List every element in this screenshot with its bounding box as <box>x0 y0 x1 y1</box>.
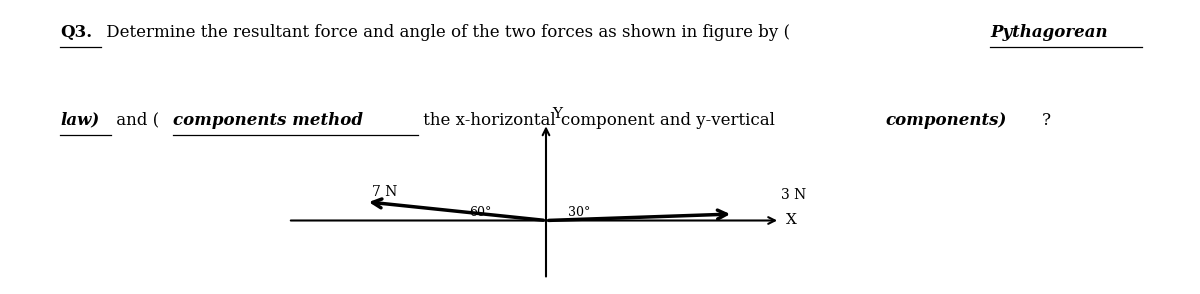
Text: X: X <box>786 213 797 228</box>
Text: 60°: 60° <box>469 206 491 219</box>
Text: Y: Y <box>552 106 562 121</box>
Text: components method: components method <box>173 112 362 129</box>
Text: and (: and ( <box>110 112 158 129</box>
Text: 7 N: 7 N <box>372 185 397 199</box>
Text: 30°: 30° <box>568 206 590 219</box>
Text: ?: ? <box>1042 112 1051 129</box>
Text: law): law) <box>60 112 100 129</box>
Text: the x-horizontal component and y-vertical: the x-horizontal component and y-vertica… <box>418 112 780 129</box>
Text: 3 N: 3 N <box>781 188 806 202</box>
Text: Determine the resultant force and angle of the two forces as shown in figure by : Determine the resultant force and angle … <box>102 24 791 41</box>
Text: components): components) <box>886 112 1007 129</box>
Text: Pythagorean: Pythagorean <box>990 24 1108 41</box>
Text: Q3.: Q3. <box>60 24 92 41</box>
